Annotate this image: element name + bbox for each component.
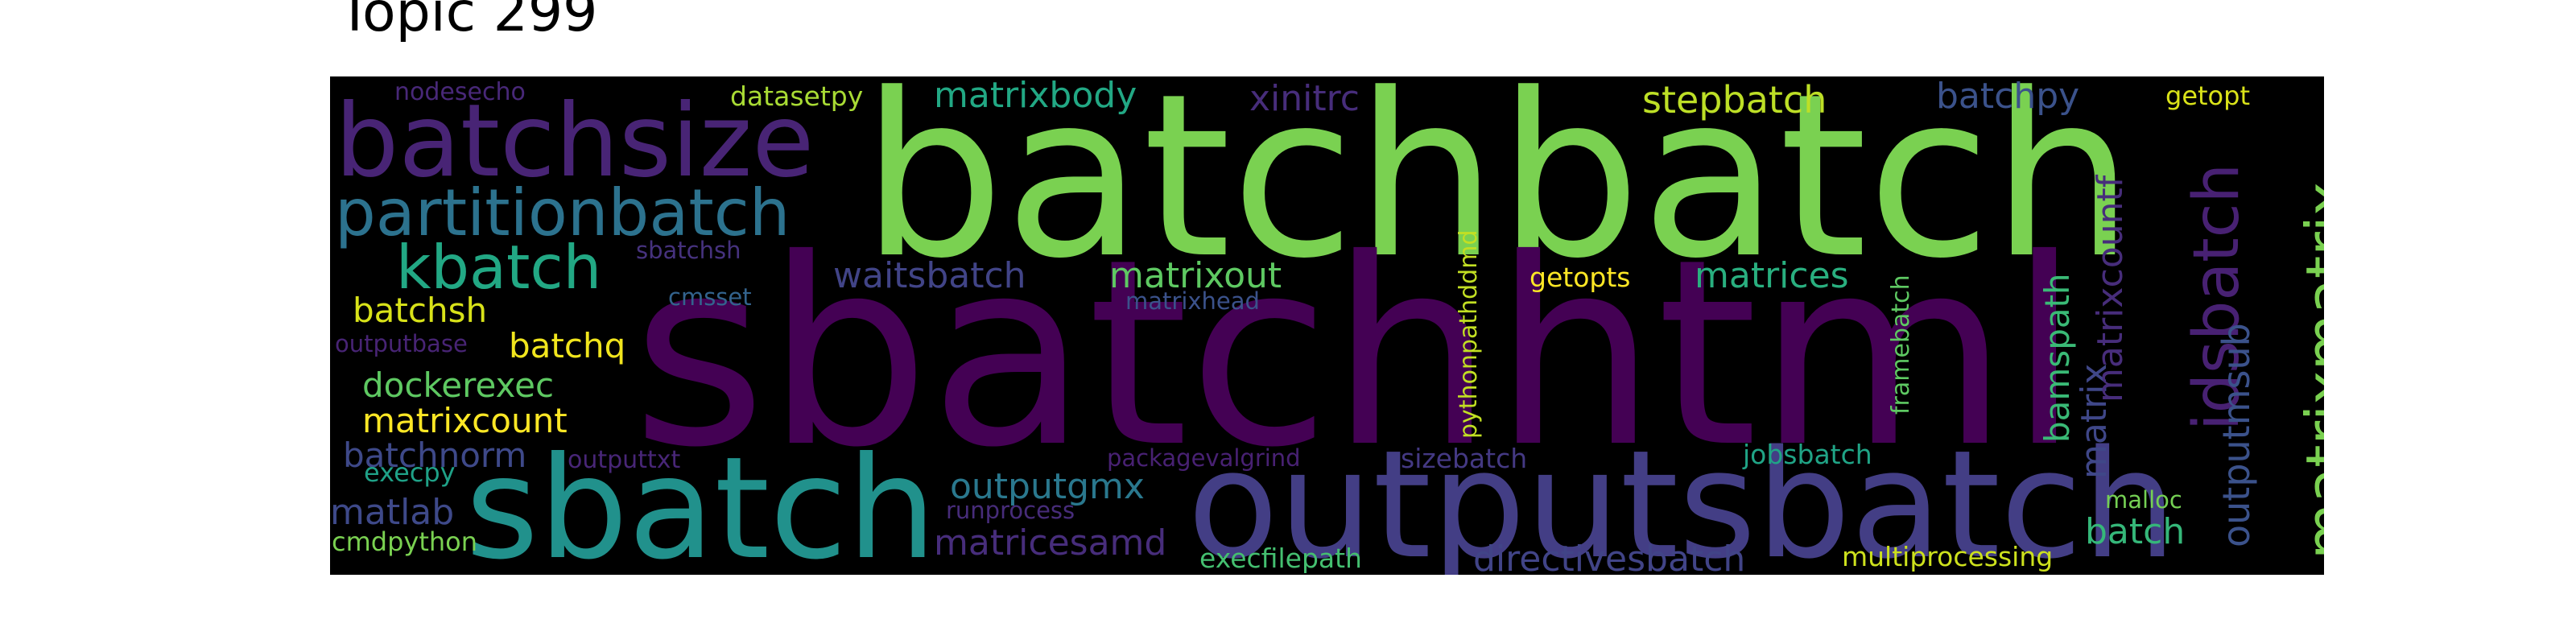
figure-title: Topic 299 xyxy=(338,0,598,44)
word-cloud: batchbatch sbatchhtml outputsbatch sbatc… xyxy=(330,76,2324,575)
word-sbatchhtml: sbatchhtml xyxy=(632,204,2081,504)
word-matrixbody: matrixbody xyxy=(934,76,1137,116)
word-batchsize: batchsize xyxy=(335,83,815,200)
word-partitionbatch: partitionbatch xyxy=(335,175,791,250)
word-matrices: matrices xyxy=(1695,255,1849,296)
word-matrixcountf: matrixcountf xyxy=(2090,175,2131,402)
word-outputbase: outputbase xyxy=(335,330,468,357)
word-framebatch: framebatch xyxy=(1887,275,1915,415)
word-runprocess: runprocess xyxy=(946,497,1075,524)
word-outputgmx: outputgmx xyxy=(950,466,1145,507)
word-outputtxt: outputtxt xyxy=(568,446,681,474)
word-kbatch: kbatch xyxy=(396,232,602,303)
word-jobsbatch: jobsbatch xyxy=(1743,439,1872,470)
word-matrixcount: matrixcount xyxy=(362,401,568,440)
word-directivesbatch: directivesbatch xyxy=(1473,539,1746,576)
word-execfilepath: execfilepath xyxy=(1199,543,1362,574)
word-batch: batch xyxy=(2085,511,2186,552)
word-malloc: malloc xyxy=(2105,486,2182,514)
word-matlab: matlab xyxy=(330,492,455,533)
word-batchnorm: batchnorm xyxy=(343,436,527,475)
word-outputmsub: outputmsub xyxy=(2215,323,2258,547)
word-datasetpy: datasetpy xyxy=(730,80,864,112)
word-batchsh: batchsh xyxy=(353,291,488,330)
word-multiprocessing: multiprocessing xyxy=(1842,541,2054,572)
word-matrixmatrix: matrixmatrix xyxy=(2293,181,2324,559)
word-matrixout: matrixout xyxy=(1109,255,1282,296)
word-nodesecho: nodesecho xyxy=(394,78,526,106)
word-bamspath: bamspath xyxy=(2037,273,2077,443)
word-waitsbatch: waitsbatch xyxy=(833,255,1026,296)
word-xinitrc: xinitrc xyxy=(1249,78,1360,119)
word-getopts: getopts xyxy=(1530,262,1631,293)
word-packagevalgrind: packagevalgrind xyxy=(1107,444,1301,472)
word-sbatchsh: sbatchsh xyxy=(636,237,741,264)
word-batchq: batchq xyxy=(509,326,626,365)
word-batchbatch: batchbatch xyxy=(861,76,2135,308)
word-dockerexec: dockerexec xyxy=(362,365,555,405)
word-cmsset: cmsset xyxy=(668,283,752,311)
word-sizebatch: sizebatch xyxy=(1401,443,1528,474)
word-pythonpathddmd: pythonpathddmd xyxy=(1455,229,1483,440)
word-sbatch: sbatch xyxy=(465,427,937,575)
word-getopt: getopt xyxy=(2165,80,2250,111)
word-outputsbatch: outputsbatch xyxy=(1187,418,2177,576)
word-matricesamd: matricesamd xyxy=(934,522,1167,564)
word-matrixhead: matrixhead xyxy=(1125,287,1260,315)
word-execpy: execpy xyxy=(364,457,456,488)
word-cmdpython: cmdpython xyxy=(332,526,478,557)
word-stepbatch: stepbatch xyxy=(1642,78,1827,122)
word-batchpy: batchpy xyxy=(1936,76,2080,117)
